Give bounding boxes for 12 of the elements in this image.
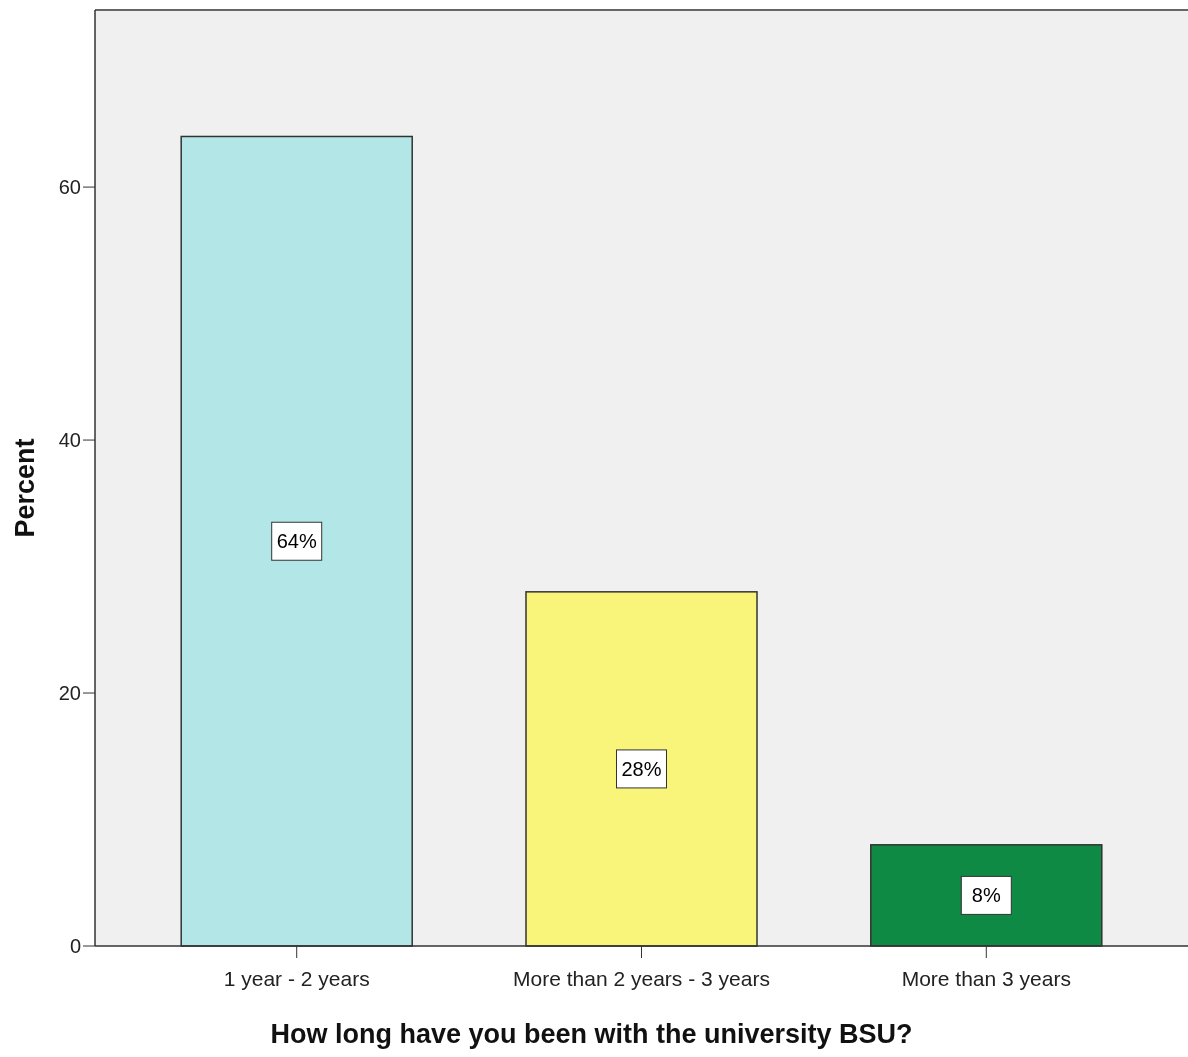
y-axis-title: Percent bbox=[10, 438, 40, 538]
y-tick-label: 0 bbox=[69, 935, 81, 957]
x-axis-title: How long have you been with the university BSU? bbox=[270, 1019, 913, 1049]
data-label: 64% bbox=[276, 530, 317, 553]
x-tick-label: More than 3 years bbox=[901, 967, 1071, 990]
data-label: 28% bbox=[621, 757, 662, 780]
data-label: 8% bbox=[971, 884, 1001, 907]
y-tick-label: 40 bbox=[58, 429, 81, 452]
x-tick-label: 1 year - 2 years bbox=[223, 967, 370, 990]
y-tick-label: 60 bbox=[58, 176, 81, 199]
y-tick-label: 20 bbox=[58, 682, 81, 705]
x-tick-label: More than 2 years - 3 years bbox=[513, 967, 770, 990]
